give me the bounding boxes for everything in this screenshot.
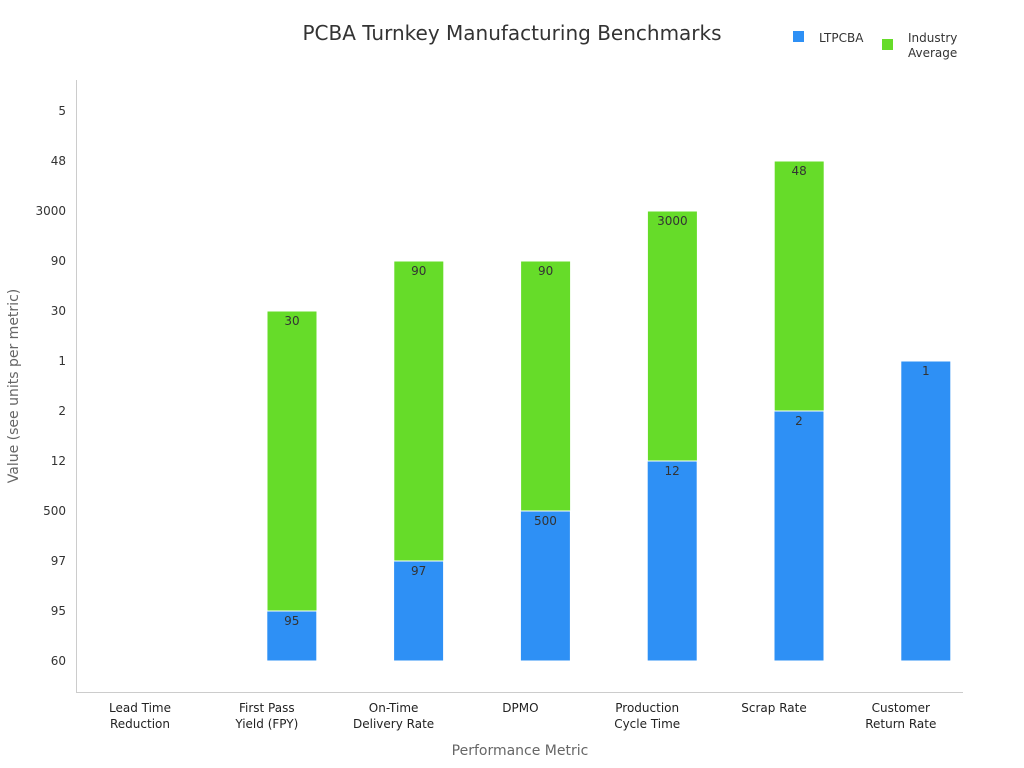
x-tick-label: Customer Return Rate xyxy=(865,701,936,731)
x-tick-label: First Pass Yield (FPY) xyxy=(234,701,298,731)
x-tick-label-line: Lead Time xyxy=(109,701,171,715)
bar-ltpcba xyxy=(519,510,571,662)
data-label: 2 xyxy=(795,414,803,428)
y-tick-label: 2 xyxy=(58,404,66,418)
bar-ltpcba xyxy=(900,360,952,662)
bar-ltpcba xyxy=(773,410,825,662)
legend-swatch-industry xyxy=(882,39,893,50)
bar-ltpcba xyxy=(393,560,445,662)
bar-industry-average xyxy=(266,310,318,662)
x-tick-label-line: Return Rate xyxy=(865,717,936,731)
x-tick-label-line: On-Time xyxy=(369,701,419,715)
y-tick-label: 500 xyxy=(43,504,66,518)
y-tick-label: 3000 xyxy=(35,204,66,218)
bar-ltpcba xyxy=(266,610,318,662)
x-tick-label-line: Customer xyxy=(872,701,930,715)
y-tick-label: 12 xyxy=(51,454,66,468)
x-tick-label: Scrap Rate xyxy=(741,701,806,715)
x-tick-label-line: Production xyxy=(615,701,679,715)
y-tick-label: 1 xyxy=(58,354,66,368)
legend-label-ltpcba: LTPCBA xyxy=(819,31,864,45)
y-tick-label: 97 xyxy=(51,554,66,568)
data-label: 30 xyxy=(284,314,299,328)
y-tick-label: 48 xyxy=(51,154,66,168)
legend-label-industry-line1: Industry xyxy=(908,31,957,45)
data-label: 12 xyxy=(665,464,680,478)
data-label: 90 xyxy=(411,264,426,278)
bar-ltpcba xyxy=(646,460,698,662)
data-label: 3000 xyxy=(657,214,688,228)
legend-swatch-ltpcba xyxy=(793,31,804,42)
x-tick-label-line: Scrap Rate xyxy=(741,701,806,715)
data-label: 90 xyxy=(538,264,553,278)
y-tick-label: 90 xyxy=(51,254,66,268)
data-label: 500 xyxy=(534,514,557,528)
x-tick-label: On-Time Delivery Rate xyxy=(353,701,434,731)
x-tick-label-line: DPMO xyxy=(502,701,538,715)
legend-label-industry-line2: Average xyxy=(908,46,957,60)
x-axis-label: Performance Metric xyxy=(452,743,589,759)
data-label: 1 xyxy=(922,364,930,378)
x-tick-label-line: Delivery Rate xyxy=(353,717,434,731)
y-axis-label: Value (see units per metric) xyxy=(6,289,22,483)
legend-label-industry: Industry Average xyxy=(908,31,961,60)
x-tick-label-line: Cycle Time xyxy=(614,717,680,731)
data-label: 95 xyxy=(284,614,299,628)
x-tick-label-line: Reduction xyxy=(110,717,170,731)
x-tick-label: DPMO xyxy=(502,701,538,715)
y-tick-label: 30 xyxy=(51,304,66,318)
x-tick-label: Production Cycle Time xyxy=(614,701,680,731)
y-tick-label: 5 xyxy=(58,104,66,118)
x-tick-label-line: First Pass xyxy=(239,701,295,715)
x-tick-label-line: Yield (FPY) xyxy=(234,717,298,731)
y-tick-label: 95 xyxy=(51,604,66,618)
chart-title: PCBA Turnkey Manufacturing Benchmarks xyxy=(302,21,721,45)
x-tick-label: Lead Time Reduction xyxy=(109,701,171,731)
data-label: 48 xyxy=(792,164,807,178)
data-label: 97 xyxy=(411,564,426,578)
legend: LTPCBA Industry Average xyxy=(793,31,961,60)
y-tick-label: 60 xyxy=(51,654,66,668)
